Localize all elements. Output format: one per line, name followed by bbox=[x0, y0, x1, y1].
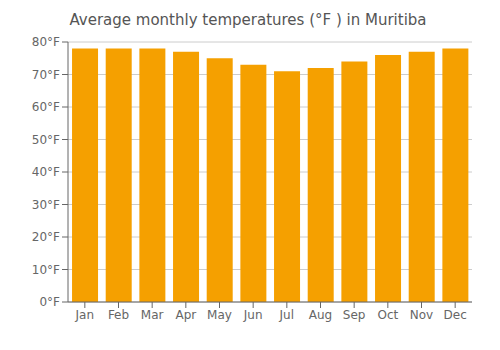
svg-text:May: May bbox=[207, 308, 232, 322]
svg-text:10°F: 10°F bbox=[32, 263, 60, 277]
svg-text:Aug: Aug bbox=[309, 308, 332, 322]
svg-text:70°F: 70°F bbox=[32, 68, 60, 82]
svg-text:Oct: Oct bbox=[377, 308, 398, 322]
svg-text:Feb: Feb bbox=[108, 308, 129, 322]
svg-text:30°F: 30°F bbox=[32, 198, 60, 212]
svg-text:20°F: 20°F bbox=[32, 230, 60, 244]
svg-text:80°F: 80°F bbox=[32, 35, 60, 49]
svg-text:50°F: 50°F bbox=[32, 133, 60, 147]
svg-text:Apr: Apr bbox=[175, 308, 196, 322]
svg-text:Mar: Mar bbox=[141, 308, 164, 322]
svg-text:60°F: 60°F bbox=[32, 100, 60, 114]
svg-text:Nov: Nov bbox=[410, 308, 433, 322]
svg-text:Dec: Dec bbox=[444, 308, 467, 322]
svg-text:0°F: 0°F bbox=[39, 295, 60, 309]
svg-text:Jun: Jun bbox=[243, 308, 263, 322]
svg-text:Jul: Jul bbox=[279, 308, 294, 322]
svg-text:Sep: Sep bbox=[343, 308, 366, 322]
html-text:Average monthly temperatures (: Average monthly temperatures (°F ) in Mu… bbox=[69, 11, 427, 29]
svg-text:Jan: Jan bbox=[75, 308, 95, 322]
svg-text:40°F: 40°F bbox=[32, 165, 60, 179]
